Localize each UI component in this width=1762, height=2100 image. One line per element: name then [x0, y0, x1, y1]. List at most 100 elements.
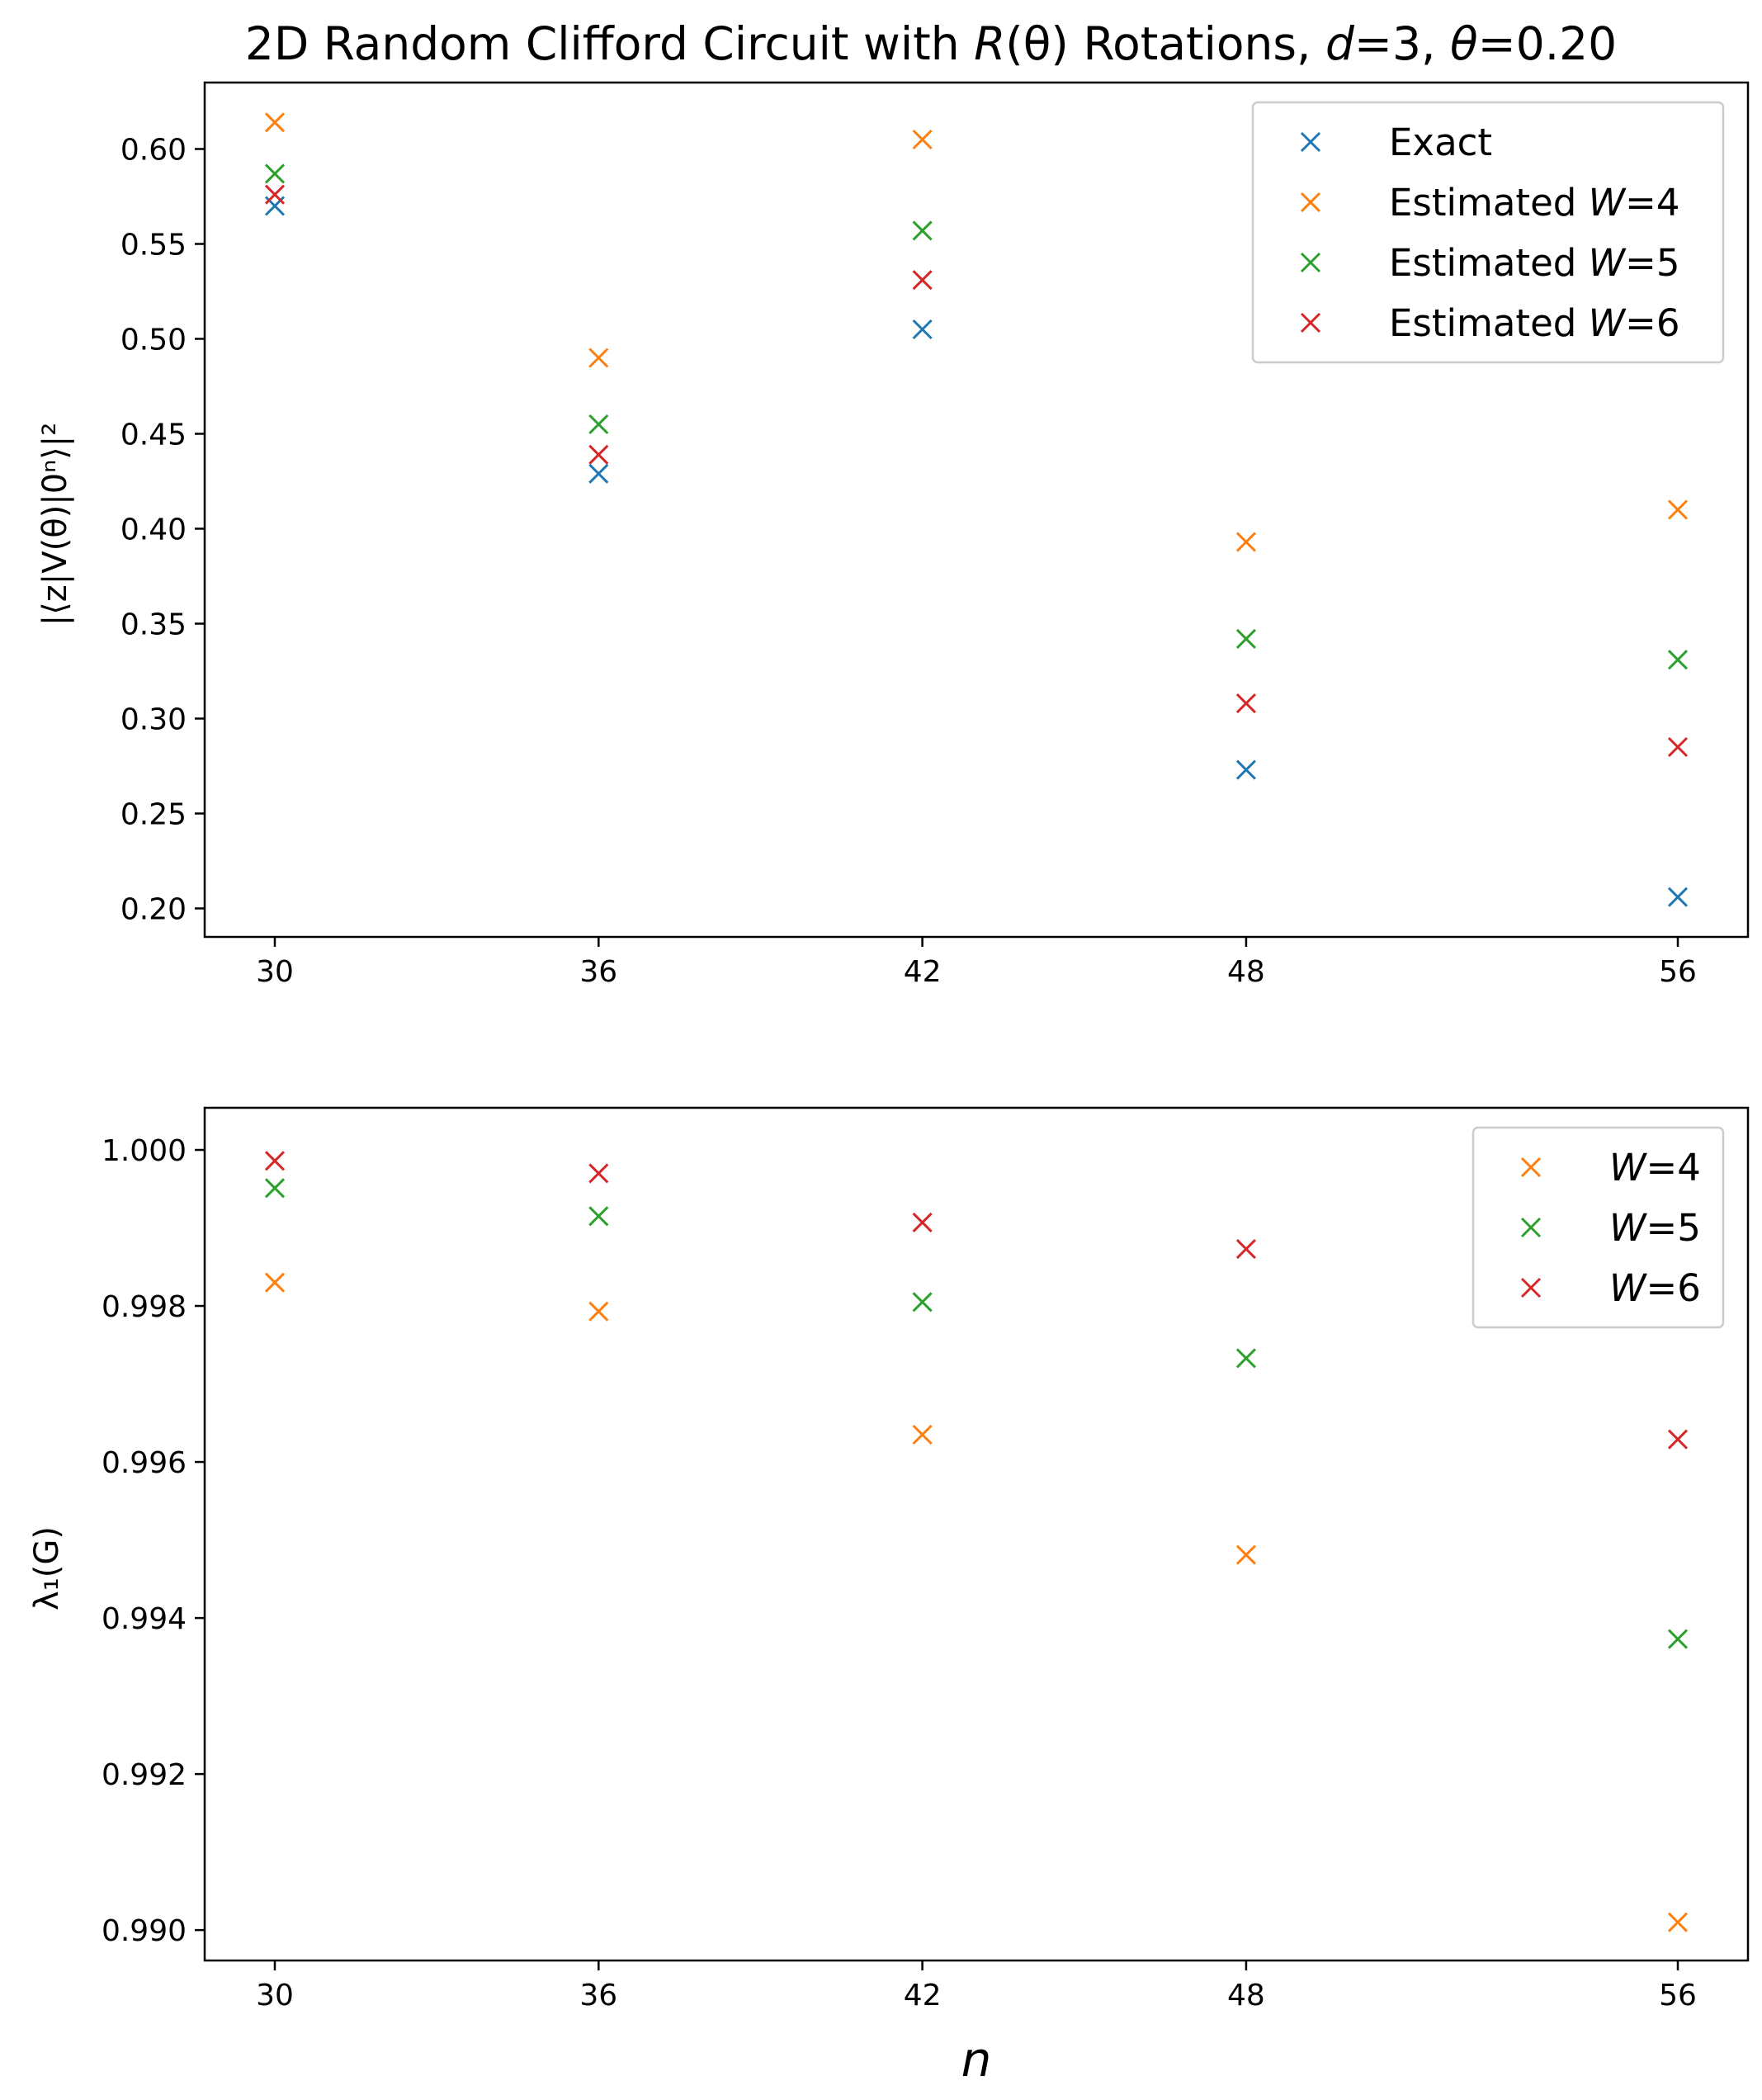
legend-entry: W=4	[1520, 1146, 1701, 1190]
data-point	[1667, 1629, 1689, 1649]
series-estimated-w-5	[264, 163, 1689, 670]
y-tick-label: 0.998	[102, 1290, 187, 1324]
y-tick-label: 0.35	[120, 608, 187, 642]
data-point	[1667, 887, 1689, 907]
legend-marker	[1300, 192, 1321, 213]
data-point	[1667, 1429, 1689, 1450]
legend-entry: Estimated W=6	[1300, 301, 1679, 345]
data-point	[1235, 693, 1256, 714]
x-tick-label: 42	[904, 955, 942, 989]
legend-box	[1251, 101, 1725, 364]
legend-label: Estimated W=6	[1389, 301, 1679, 345]
data-point	[588, 1206, 609, 1227]
data-point	[912, 319, 933, 340]
data-point	[588, 463, 609, 484]
legend-marker	[1300, 312, 1321, 333]
data-point	[588, 348, 609, 368]
data-point	[1235, 532, 1256, 552]
chart-top: 2D Random Clifford Circuit with R(θ) Rot…	[36, 17, 1750, 989]
chart-top-y-axis-label: |⟨z|V(θ)|0ⁿ⟩|²	[36, 423, 74, 627]
data-point	[1235, 1544, 1256, 1565]
data-point	[912, 270, 933, 291]
chart-bottom-y-axis-label: λ₁(G)	[28, 1526, 66, 1610]
x-tick-label: 56	[1659, 955, 1697, 989]
y-tick-label: 0.994	[102, 1602, 187, 1636]
y-tick-label: 0.20	[120, 893, 187, 927]
x-tick-label: 30	[256, 955, 294, 989]
x-tick-label: 48	[1227, 955, 1265, 989]
data-point	[264, 163, 286, 184]
y-tick-label: 0.996	[102, 1446, 187, 1480]
data-point	[588, 444, 609, 465]
x-tick-label: 56	[1659, 1979, 1697, 2012]
series-w-5	[264, 1178, 1689, 1649]
data-point	[588, 1301, 609, 1322]
x-tick-label: 30	[256, 1979, 294, 2012]
legend-marker	[1520, 1156, 1542, 1178]
y-tick-label: 0.55	[120, 229, 187, 262]
y-tick-label: 0.25	[120, 798, 187, 832]
y-tick-label: 0.40	[120, 513, 187, 547]
legend-marker	[1520, 1217, 1542, 1238]
chart-bottom-x-axis-label: n	[961, 2031, 992, 2088]
data-point	[264, 184, 286, 205]
legend-entry: W=5	[1520, 1206, 1701, 1250]
legend-label: W=6	[1609, 1266, 1701, 1310]
x-tick-label: 42	[904, 1979, 942, 2012]
data-point	[912, 1424, 933, 1445]
legend-label: Estimated W=5	[1389, 241, 1679, 285]
legend-marker	[1300, 252, 1321, 273]
data-point	[1667, 650, 1689, 670]
legend-label: Estimated W=4	[1389, 181, 1679, 225]
series-w-6	[264, 1151, 1689, 1450]
chart-top-plot-frame	[203, 81, 1750, 939]
chart-top-x-ticks: 30 36 42 48 56	[256, 937, 1697, 989]
data-point	[264, 112, 286, 133]
chart-top-legend: Exact Estimated W=4 Estimated W=5 Estimated…	[1251, 101, 1725, 364]
data-point	[1235, 1239, 1256, 1260]
legend-marker	[1300, 131, 1321, 153]
data-point	[1667, 1912, 1689, 1932]
y-tick-label: 0.45	[120, 419, 187, 452]
data-point	[912, 220, 933, 241]
chart-top-data-marks	[264, 112, 1689, 907]
y-tick-label: 1.000	[102, 1134, 187, 1168]
y-tick-label: 0.990	[102, 1914, 187, 1948]
legend-entry: W=6	[1520, 1266, 1701, 1310]
data-point	[264, 1178, 286, 1199]
data-point	[588, 1163, 609, 1184]
series-w-4	[264, 1272, 1689, 1932]
data-point	[912, 1292, 933, 1312]
data-point	[1235, 1348, 1256, 1369]
series-estimated-w-4	[264, 112, 1689, 552]
legend-entry: Exact	[1300, 121, 1492, 164]
y-tick-label: 0.30	[120, 703, 187, 737]
chart-bottom-x-ticks: 30 36 42 48 56	[256, 1960, 1697, 2012]
legend-marker	[1520, 1277, 1542, 1298]
chart-bottom-plot-frame	[203, 1106, 1750, 1962]
chart-bottom-y-ticks: 0.990 0.992 0.994 0.996 0.998 1.000	[102, 1134, 205, 1948]
data-point	[588, 414, 609, 435]
y-tick-label: 0.992	[102, 1758, 187, 1792]
legend-box	[1471, 1126, 1725, 1329]
chart-bottom-data-marks	[264, 1151, 1689, 1932]
y-tick-label: 0.50	[120, 324, 187, 357]
data-point	[1235, 759, 1256, 780]
chart-bottom: λ₁(G) n 0.990 0.992 0.994 0.996 0.998 1.000 3…	[28, 1106, 1750, 2088]
data-point	[264, 1272, 286, 1293]
legend-entry: Estimated W=5	[1300, 241, 1679, 285]
series-estimated-w-6	[264, 184, 1689, 758]
data-point	[1667, 736, 1689, 758]
data-point	[912, 129, 933, 150]
x-tick-label: 36	[579, 1979, 617, 2012]
x-tick-label: 48	[1227, 1979, 1265, 2012]
chart-bottom-legend: W=4 W=5 W=6	[1471, 1126, 1725, 1329]
legend-entry: Estimated W=4	[1300, 181, 1679, 225]
data-point	[912, 1212, 933, 1232]
legend-label: W=4	[1609, 1146, 1701, 1190]
chart-top-y-ticks: 0.20 0.25 0.30 0.35 0.40 0.45 0.50 0.55 0.60	[120, 134, 205, 927]
data-point	[1235, 628, 1256, 649]
chart-top-title: 2D Random Clifford Circuit with R(θ) Rot…	[245, 17, 1617, 70]
legend-label: Exact	[1389, 121, 1492, 164]
data-point	[1667, 499, 1689, 520]
